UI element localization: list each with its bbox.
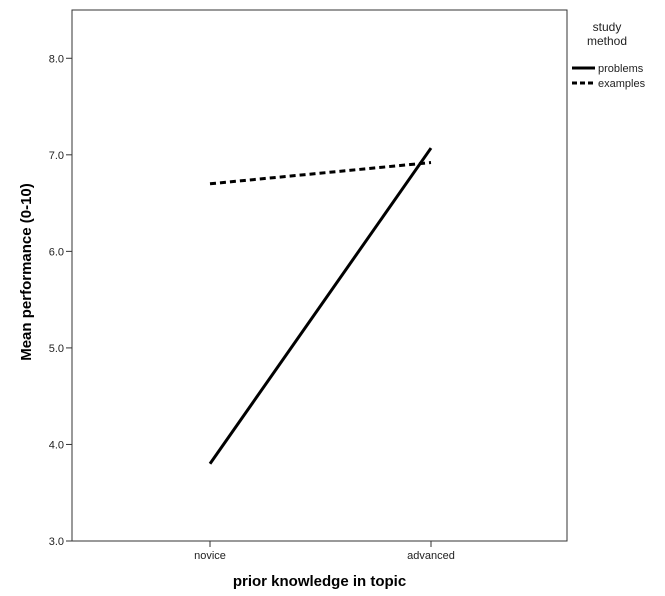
legend-title-line-1: study [593,20,622,34]
plot-frame [71,9,568,542]
series-line-problems [208,147,433,465]
y-tick-label: 3.0 [49,536,64,548]
legend-items: problems examples [572,63,646,90]
y-tick-label: 7.0 [49,150,64,162]
y-axis-title: Mean performance (0-10) [18,183,35,361]
y-tick-label: 8.0 [49,53,64,65]
series-layer [208,147,433,465]
series-line-examples [209,161,432,186]
y-tick-label: 4.0 [49,439,64,451]
x-tick-label: novice [194,550,226,562]
y-tick-label: 6.0 [49,246,64,258]
x-axis-title: prior knowledge in topic [233,573,406,590]
y-tick-label: 5.0 [49,343,64,355]
legend-label-examples: examples [598,78,646,90]
legend: study method problems examples [572,20,646,90]
x-tick-label: advanced [407,550,455,562]
x-axis-ticks: novice advanced [194,541,455,562]
legend-title-line-2: method [587,34,627,48]
legend-label-problems: problems [598,63,644,75]
y-axis-ticks: 3.0 4.0 5.0 6.0 7.0 8.0 [49,53,72,548]
